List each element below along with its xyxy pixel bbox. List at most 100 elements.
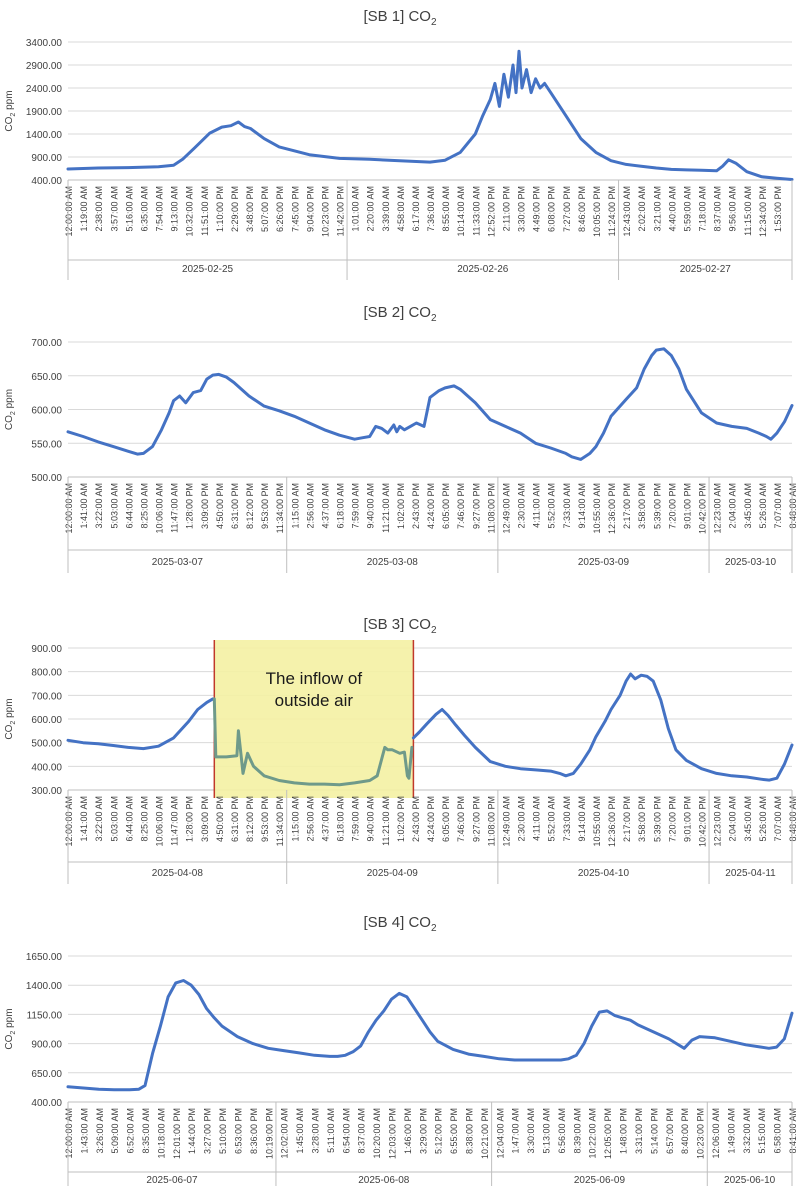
x-tick-label: 4:11:00 AM <box>532 796 542 841</box>
x-tick-label: 6:57:00 PM <box>665 1108 675 1154</box>
x-tick-label: 1:43:00 AM <box>79 1108 89 1154</box>
x-tick-label: 8:25:00 AM <box>139 796 149 842</box>
y-tick-label: 400.00 <box>31 176 62 187</box>
date-group-label: 2025-02-26 <box>457 264 509 275</box>
x-tick-label: 8:46:00 PM <box>577 186 587 232</box>
x-tick-label: 10:18:00 AM <box>156 1108 166 1159</box>
x-tick-label: 7:20:00 PM <box>667 483 677 529</box>
x-tick-label: 3:27:00 PM <box>203 1108 213 1154</box>
x-tick-label: 7:07:00 AM <box>773 796 783 842</box>
x-tick-label: 4:49:00 PM <box>532 186 542 232</box>
x-tick-label: 12:36:00 PM <box>607 483 617 534</box>
x-tick-label: 3:39:00 AM <box>381 186 391 232</box>
y-tick-label: 550.00 <box>31 439 62 450</box>
x-tick-label: 3:22:00 AM <box>94 796 104 842</box>
x-tick-label: 1:02:00 PM <box>396 483 406 529</box>
x-tick-label: 12:01:00 PM <box>172 1108 182 1159</box>
chart-title: [SB 1] CO2 <box>0 8 800 28</box>
x-tick-label: 11:47:00 AM <box>170 483 180 533</box>
x-tick-label: 1:48:00 PM <box>619 1108 629 1154</box>
x-tick-label: 9:27:00 PM <box>471 483 481 529</box>
x-tick-label: 8:40:00 PM <box>680 1108 690 1154</box>
annotation-text-line2: outside air <box>275 691 354 710</box>
x-tick-label: 2:30:00 AM <box>517 483 527 529</box>
y-tick-label: 400.00 <box>31 1098 62 1109</box>
x-tick-label: 12:43:00 AM <box>622 186 632 237</box>
x-tick-label: 6:17:00 AM <box>411 186 421 232</box>
x-tick-label: 5:59:00 AM <box>682 186 692 232</box>
x-tick-label: 6:35:00 AM <box>139 186 149 232</box>
x-tick-label: 2:56:00 AM <box>305 483 315 529</box>
y-tick-label: 500.00 <box>31 739 62 750</box>
x-tick-label: 8:48:00 AM <box>788 796 798 842</box>
y-axis-label-unit: ppm <box>4 698 15 720</box>
x-tick-label: 6:55:00 PM <box>449 1108 459 1154</box>
y-tick-label: 900.00 <box>31 153 62 164</box>
x-tick-label: 12:23:00 AM <box>713 796 723 847</box>
chart-title-subscript: 2 <box>430 923 437 934</box>
x-tick-label: 6:05:00 PM <box>441 796 451 842</box>
x-tick-label: 7:18:00 AM <box>698 186 708 232</box>
x-tick-label: 2:30:00 AM <box>517 796 527 842</box>
x-tick-label: 4:50:00 PM <box>215 796 225 842</box>
y-axis-label: CO2 ppm <box>4 389 17 430</box>
x-tick-label: 6:08:00 PM <box>547 186 557 232</box>
x-tick-label: 7:59:00 AM <box>351 796 361 842</box>
y-tick-label: 900.00 <box>31 1040 62 1051</box>
x-tick-label: 4:24:00 PM <box>426 796 436 842</box>
x-tick-label: 4:37:00 AM <box>320 483 330 529</box>
y-tick-label: 800.00 <box>31 668 62 679</box>
x-tick-label: 2:38:00 AM <box>94 186 104 232</box>
x-tick-label: 12:03:00 PM <box>387 1108 397 1159</box>
chart-sb4: [SB 4] CO2 1650.00 1400.00 1150.00 900.00 65… <box>0 910 800 1186</box>
x-tick-label: 7:54:00 AM <box>155 186 165 232</box>
x-tick-label: 10:42:00 PM <box>698 796 708 847</box>
x-tick-label: 7:46:00 PM <box>456 483 466 529</box>
x-tick-label: 2:29:00 PM <box>230 186 240 232</box>
x-tick-label: 12:02:00 AM <box>280 1108 290 1159</box>
x-tick-label: 1:41:00 AM <box>79 483 89 529</box>
x-tick-label: 2:43:00 PM <box>411 483 421 529</box>
x-tick-label: 3:58:00 PM <box>637 483 647 529</box>
series-line-co2 <box>66 347 794 461</box>
x-tick-label: 5:03:00 AM <box>109 483 119 529</box>
date-group-label: 2025-02-27 <box>680 264 732 275</box>
chart-title-text: [SB 1] CO <box>363 8 431 25</box>
x-tick-label: 11:15:00 AM <box>743 186 753 236</box>
x-tick-label: 5:26:00 AM <box>758 483 768 529</box>
x-tick-label: 6:44:00 AM <box>124 796 134 842</box>
x-tick-label: 5:13:00 AM <box>542 1108 552 1154</box>
x-tick-label: 2:43:00 PM <box>411 796 421 842</box>
x-tick-label: 4:58:00 AM <box>396 186 406 232</box>
x-tick-label: 7:46:00 PM <box>456 796 466 842</box>
x-tick-label: 8:55:00 AM <box>441 186 451 232</box>
x-tick-label: 3:32:00 AM <box>742 1108 752 1154</box>
x-tick-label: 10:22:00 AM <box>588 1108 598 1159</box>
x-tick-label: 10:14:00 AM <box>456 186 466 237</box>
chart-title-text: [SB 2] CO <box>363 304 431 321</box>
x-tick-label: 5:52:00 AM <box>547 483 557 529</box>
date-group-label: 2025-04-08 <box>152 868 204 879</box>
chart-title-text: [SB 4] CO <box>363 914 431 931</box>
x-tick-label: 8:35:00 AM <box>141 1108 151 1154</box>
series-line-co2 <box>66 49 794 181</box>
x-tick-label: 12:00:00 AM <box>64 1108 74 1159</box>
series-line-co2-inflow <box>212 697 414 787</box>
y-tick-label: 900.00 <box>31 644 62 655</box>
y-tick-label: 3400.00 <box>26 38 63 49</box>
x-tick-label: 11:21:00 AM <box>381 483 391 533</box>
y-tick-label: 1400.00 <box>26 130 63 141</box>
x-tick-label: 8:41:00 AM <box>788 1108 798 1154</box>
x-tick-label: 9:01:00 PM <box>682 483 692 529</box>
x-tick-label: 7:33:00 AM <box>562 796 572 842</box>
y-tick-label: 400.00 <box>31 762 62 773</box>
x-tick-label: 3:26:00 AM <box>95 1108 105 1154</box>
x-tick-label: 6:56:00 AM <box>557 1108 567 1154</box>
y-tick-label: 500.00 <box>31 473 62 484</box>
x-tick-label: 5:07:00 PM <box>260 186 270 232</box>
x-tick-label: 8:25:00 AM <box>139 483 149 529</box>
x-tick-label: 7:07:00 AM <box>773 483 783 529</box>
series-line-co2-after <box>411 672 794 782</box>
x-tick-label: 10:06:00 AM <box>155 483 165 534</box>
x-tick-label: 1:28:00 PM <box>185 796 195 842</box>
